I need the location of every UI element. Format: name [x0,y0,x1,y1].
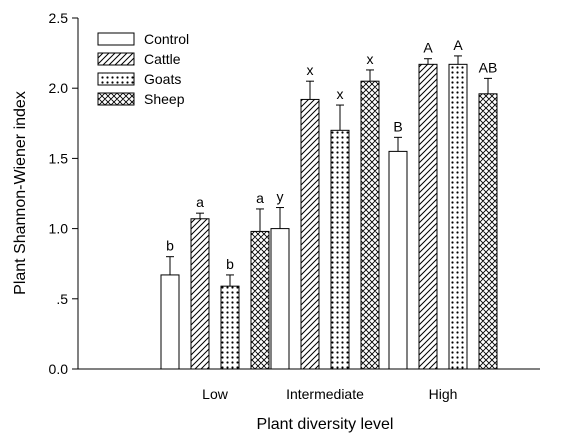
bar-control [270,228,290,370]
significance-label: x [337,86,344,102]
x-axis-title: Plant diversity level [257,416,394,433]
plot-area: 0.0 .5 1.0 1.5 2.0 2.5 Low Intermediate High b y Ba… [49,10,540,402]
significance-label: y [277,189,284,205]
legend-label: Goats [144,71,181,87]
significance-label: b [166,238,174,254]
bar-control [388,150,408,370]
bar-goats [448,63,468,370]
y-tick-label: 1.0 [49,221,69,237]
x-tick-label: Low [202,386,229,402]
legend-label: Sheep [144,91,185,107]
y-tick-label: 2.5 [49,10,69,26]
significance-label: A [453,37,463,53]
significance-label: x [367,51,374,67]
legend-label: Control [144,31,189,47]
legend-swatch-sheep [97,92,135,106]
legend: Control Cattle Goats Sheep [97,31,189,107]
bar-sheep [250,230,270,370]
legend-swatch-cattle [97,52,135,66]
bar-control [160,274,180,370]
bar-goats [330,129,350,370]
significance-label: a [256,190,264,206]
y-tick-label: .5 [56,291,68,307]
significance-label: b [226,256,234,272]
significance-label: A [423,40,433,56]
y-axis-title: Plant Shannon-Wiener index [12,91,29,295]
legend-swatch-control [97,32,135,46]
legend-swatch-goats [97,72,135,86]
x-tick-label: High [429,386,458,402]
significance-label: x [307,62,314,78]
y-tick-label: 1.5 [49,150,69,166]
legend-label: Cattle [144,51,181,67]
x-tick-label: Intermediate [286,386,364,402]
significance-label: AB [479,59,498,75]
significance-label: B [393,118,402,134]
bar-sheep [478,93,498,370]
y-tick-label: 0.0 [49,361,69,377]
bar-sheep [360,80,380,370]
y-tick-label: 2.0 [49,80,69,96]
bar-cattle [418,63,438,370]
significance-label: a [196,194,204,210]
bar-cattle [190,218,210,370]
bar-goats [220,285,240,370]
bar-cattle [300,98,320,370]
